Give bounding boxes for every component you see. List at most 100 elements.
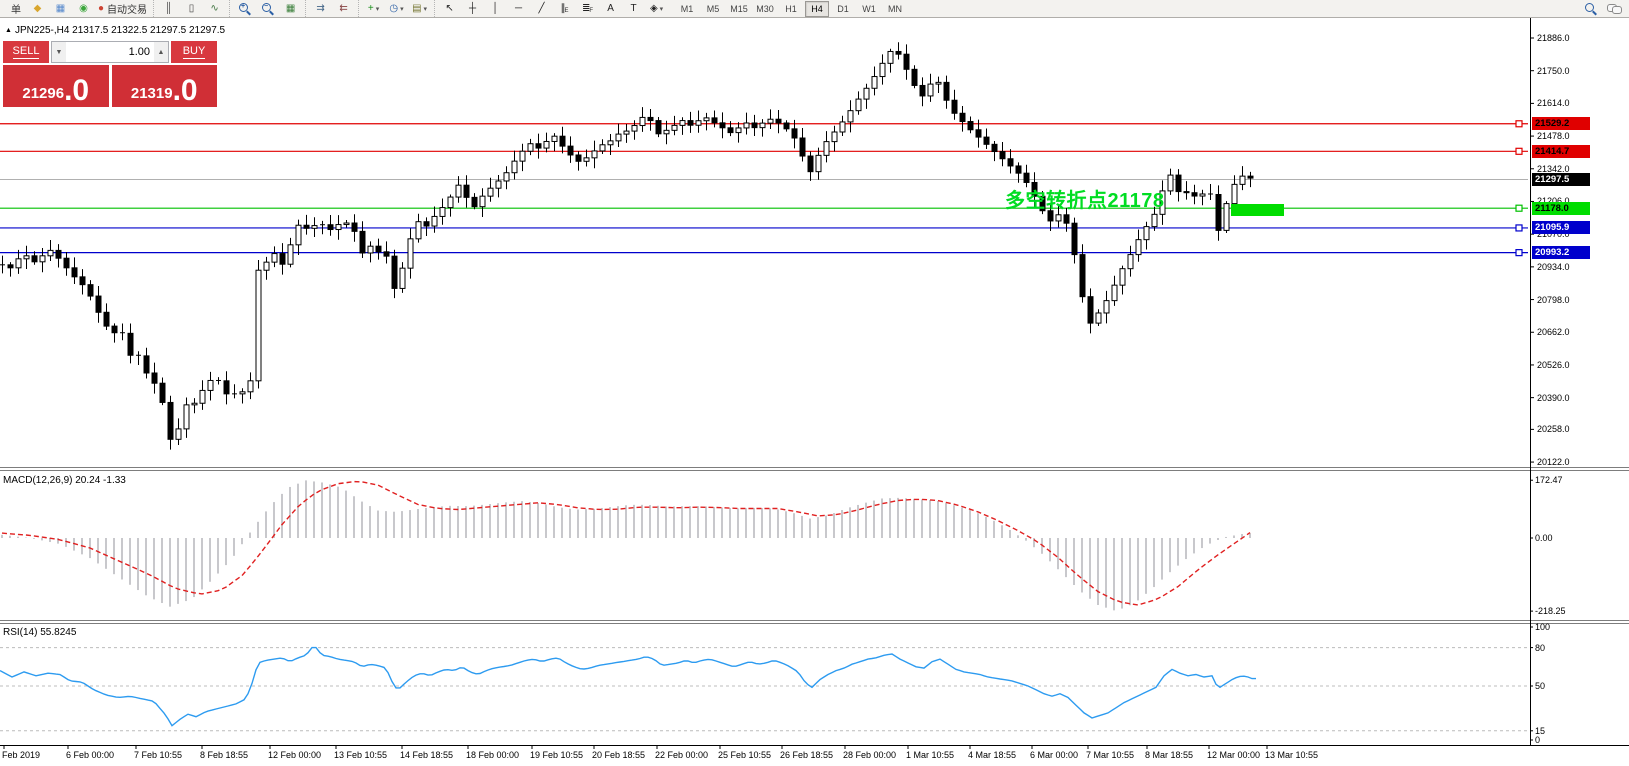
sell-price-panel[interactable]: 21296.0: [3, 65, 109, 107]
new-order-button[interactable]: 单: [11, 5, 21, 16]
time-label: 13 Mar 10:55: [1265, 750, 1319, 760]
indicators-icon: +: [367, 3, 374, 14]
text-tool-icon: A: [607, 3, 614, 14]
chevron-down-icon[interactable]: ▾: [400, 5, 404, 13]
zoom-in-button[interactable]: +: [233, 0, 256, 17]
arrows-tool-button[interactable]: ◈ ▾: [645, 0, 668, 17]
trendline-tool-button[interactable]: ╱: [530, 0, 553, 17]
volume-increase-button[interactable]: ▲: [154, 42, 168, 62]
line-chart-button[interactable]: ∿: [203, 0, 226, 17]
periods-icon: ◷: [389, 3, 399, 14]
toolbar-group-scroll: ⇉ ⇇: [305, 0, 358, 17]
buy-price: 21319: [130, 85, 173, 102]
templates-icon: ▤: [412, 3, 422, 14]
price-tick: 20258.0: [1537, 424, 1570, 435]
price-level-badge: 21414.7: [1532, 144, 1590, 158]
price-tick: 20122.0: [1537, 457, 1570, 468]
horizontal-level-lines[interactable]: [0, 120, 1528, 257]
indicators-button[interactable]: + ▾: [362, 0, 385, 17]
horizontal-line-tool-button[interactable]: ─: [507, 0, 530, 17]
tile-windows-button[interactable]: ▦: [279, 0, 302, 17]
price-tick: 20662.0: [1537, 327, 1570, 338]
candlestick-chart-icon: ▯: [188, 3, 195, 14]
channel-tool-button[interactable]: ∥ E: [560, 3, 569, 14]
timeframe-M15[interactable]: M15: [730, 3, 748, 14]
rsi-tick: 0: [1535, 735, 1541, 745]
channel-tool-icon: ∥: [560, 3, 566, 14]
chevron-down-icon[interactable]: ▾: [659, 5, 664, 13]
price-tick: 20798.0: [1537, 294, 1570, 305]
autotrading-button[interactable]: ● 自动交易: [98, 3, 148, 16]
fibonacci-tool-button[interactable]: ≣ F: [582, 3, 594, 14]
symbol-ohlc-text: JPN225-,H4 21317.5 21322.5 21297.5 21297…: [14, 25, 226, 36]
time-label: 1 Mar 10:55: [906, 750, 955, 760]
horizontal-line-tool-icon: ─: [515, 3, 523, 14]
text-tool-button[interactable]: A: [599, 0, 622, 17]
timeframe-M5[interactable]: M5: [706, 3, 720, 14]
toolbar-group-zoom: + − ▦: [229, 0, 305, 17]
sell-button[interactable]: SELL: [3, 41, 49, 63]
search-icon[interactable]: [1585, 2, 1597, 15]
buy-button[interactable]: BUY: [171, 41, 217, 63]
sell-price-fraction: .0: [64, 74, 90, 107]
crosshair-tool-icon: ┼: [469, 3, 477, 14]
time-label: 19 Feb 10:55: [530, 750, 584, 760]
trendline-tool-icon: ╱: [538, 3, 545, 14]
candlesticks-layer: [0, 42, 1254, 450]
time-label: 20 Feb 18:55: [592, 750, 646, 760]
arrows-tool-icon: ◈: [649, 3, 658, 14]
timeframe-H4[interactable]: H4: [805, 0, 830, 17]
zoom-out-button[interactable]: −: [256, 0, 279, 17]
chevron-down-icon[interactable]: ▾: [375, 5, 380, 13]
chart-text-annotation: 多空转折点21178: [1005, 190, 1165, 212]
time-label: 26 Feb 18:55: [780, 750, 834, 760]
chart-window-icon-button[interactable]: ▦: [49, 0, 72, 17]
templates-button[interactable]: ▤ ▾: [408, 0, 431, 17]
time-label: 6 Mar 00:00: [1030, 750, 1079, 760]
signals-icon-icon: ◉: [79, 3, 88, 14]
time-label: 8 Feb 18:55: [200, 750, 249, 760]
time-label: Feb 2019: [2, 750, 41, 760]
text-label-tool-button[interactable]: T: [622, 0, 645, 17]
highlight-zone[interactable]: [1231, 204, 1284, 216]
price-level-badge: 21529.2: [1532, 117, 1590, 131]
price-tick: 21206.0: [1537, 196, 1570, 206]
bar-chart-button[interactable]: ║: [157, 0, 180, 17]
candlestick-chart-button[interactable]: ▯: [180, 0, 203, 17]
axes-and-separators: [0, 17, 1629, 749]
bar-chart-icon: ║: [165, 3, 173, 14]
chat-icon[interactable]: [1607, 3, 1622, 14]
timeframe-M1[interactable]: M1: [680, 3, 694, 14]
cursor-tool-icon: ↖: [445, 3, 454, 14]
rsi-tick: 100: [1535, 622, 1551, 632]
volume-input[interactable]: [66, 42, 154, 62]
chevron-down-icon[interactable]: ▾: [423, 5, 428, 13]
crosshair-tool-button[interactable]: ┼: [461, 0, 484, 17]
rsi-layer: [0, 646, 1528, 732]
timeframe-M30[interactable]: M30: [756, 3, 774, 14]
signals-icon-button[interactable]: ◉: [72, 0, 95, 17]
macd-layer: [1, 480, 1251, 611]
timeframe-D1[interactable]: D1: [837, 3, 849, 14]
time-label: 7 Mar 10:55: [1086, 750, 1135, 760]
time-label: 14 Feb 18:55: [400, 750, 454, 760]
volume-decrease-button[interactable]: ▼: [52, 42, 66, 62]
buy-price-panel[interactable]: 21319.0: [111, 65, 217, 107]
timeframe-MN[interactable]: MN: [888, 3, 903, 14]
price-tick: 20390.0: [1537, 392, 1570, 403]
timeframe-H1[interactable]: H1: [785, 3, 797, 14]
macd-tick: 172.47: [1535, 475, 1563, 486]
time-label: 7 Feb 10:55: [134, 750, 183, 760]
metaeditor-icon-button[interactable]: ◆: [26, 0, 49, 17]
cursor-tool-button[interactable]: ↖: [438, 0, 461, 17]
auto-scroll-button[interactable]: ⇉: [309, 0, 332, 17]
chart-shift-button[interactable]: ⇇: [332, 0, 355, 17]
vertical-line-tool-button[interactable]: │: [484, 0, 507, 17]
chart-window-icon-icon: ▦: [55, 3, 66, 14]
timeframe-W1[interactable]: W1: [862, 3, 876, 14]
periods-button[interactable]: ◷ ▾: [385, 0, 408, 17]
price-tick: 21478.0: [1537, 131, 1570, 142]
price-tick: 21614.0: [1537, 98, 1570, 109]
price-level-badge: 20993.2: [1532, 246, 1590, 260]
